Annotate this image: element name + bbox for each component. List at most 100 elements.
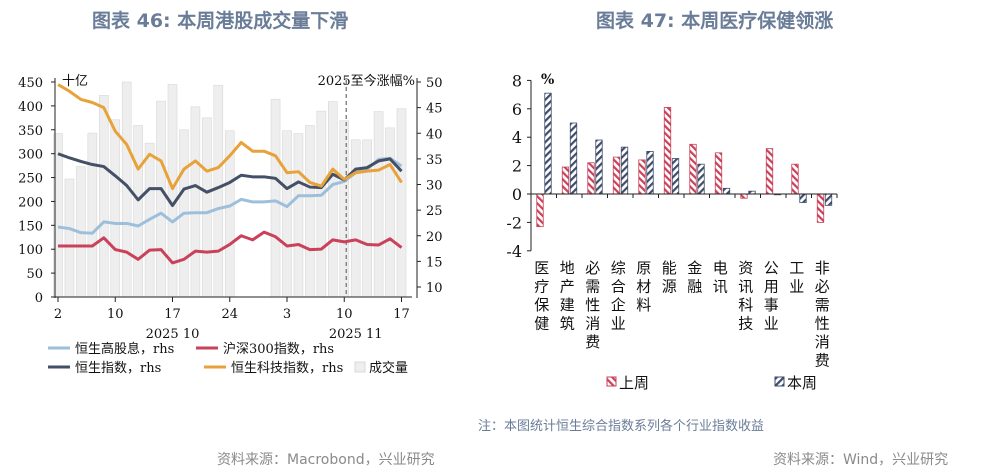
bar-last_week <box>765 148 774 195</box>
volume-bar <box>282 130 292 298</box>
category-label-char: 材 <box>636 278 651 296</box>
bar-last_week <box>740 193 748 199</box>
left-tick-label: 0 <box>35 291 43 306</box>
category-label-char: 筑 <box>560 315 575 333</box>
category-label-char: 地 <box>560 259 575 277</box>
left-chart-title: 图表 46: 本周港股成交量下滑 <box>92 10 349 32</box>
category-label-char: 企 <box>611 296 626 314</box>
category-label-char: 性 <box>815 315 830 333</box>
volume-bar <box>156 100 166 298</box>
volume-bar <box>327 101 338 298</box>
volume-bar <box>316 110 327 298</box>
left-axis-unit: 十亿 <box>62 74 88 89</box>
bar-y-tick-label: 0 <box>512 185 522 204</box>
category-label-char: 科 <box>738 296 753 314</box>
line-hsi_hd <box>57 156 403 235</box>
x-tick-label: 24 <box>221 307 238 322</box>
bar-last_week <box>536 193 544 228</box>
right-tick-label: 15 <box>426 255 443 270</box>
bar-last_week <box>714 152 723 195</box>
legend-label-last_week: 上周 <box>619 374 649 392</box>
legend-label-volume: 成交量 <box>369 360 408 376</box>
bar-last_week <box>689 143 697 195</box>
left-chart-source: 资料来源：Macrobond，兴业研究 <box>217 452 435 468</box>
bar-this_week <box>544 92 552 195</box>
category-label-char: 健 <box>534 315 549 333</box>
left-tick-label: 200 <box>18 195 43 210</box>
category-label-char: 需 <box>585 278 600 296</box>
bar-y-tick-label: 6 <box>512 100 522 119</box>
volume-bar <box>202 117 212 298</box>
left-tick-label: 450 <box>18 76 43 91</box>
legend-label-hsi: 恒生指数，rhs <box>75 361 161 376</box>
x-tick-label: 3 <box>283 307 291 322</box>
bar-this_week <box>671 158 680 195</box>
category-label-char: 需 <box>815 296 830 314</box>
category-label-char: 公 <box>764 259 779 277</box>
left-tick-label: 150 <box>18 219 43 234</box>
bar-last_week <box>587 162 595 195</box>
bar-this_week <box>620 146 629 195</box>
category-label-char: 能 <box>662 259 677 277</box>
bar-y-tick-label: 4 <box>512 128 522 147</box>
bar-unit-label: % <box>541 72 554 88</box>
category-label-char: 消 <box>815 333 830 351</box>
line-hstech <box>57 83 403 191</box>
volume-bar <box>87 132 98 298</box>
bar-last_week <box>612 156 621 195</box>
right-tick-label: 40 <box>426 127 443 142</box>
category-label-char: 建 <box>560 296 575 314</box>
volume-bar <box>362 139 372 298</box>
x-tick-label: 17 <box>164 307 181 322</box>
category-label-char: 源 <box>662 278 677 296</box>
volume-bar <box>64 178 75 298</box>
volume-bar <box>133 125 143 298</box>
bar-last_week <box>816 193 825 223</box>
category-label-char: 合 <box>611 278 626 296</box>
category-label-char: 综 <box>611 259 626 277</box>
right-tick-label: 20 <box>426 230 443 245</box>
legend-label-hstech: 恒生科技指数，rhs <box>231 361 343 376</box>
legend-label-this_week: 本周 <box>787 374 817 392</box>
volume-bar <box>339 120 350 298</box>
category-label-char: 工 <box>789 259 804 277</box>
category-label-char: 料 <box>636 296 651 314</box>
line-csi300 <box>58 230 403 265</box>
category-label-char: 资 <box>738 259 753 277</box>
x-tick-label: 10 <box>107 307 124 322</box>
category-label-char: 性 <box>585 296 600 314</box>
right-tick-label: 10 <box>426 281 443 296</box>
right-tick-label: 50 <box>426 76 443 91</box>
left-tick-label: 250 <box>18 172 43 187</box>
legend-label-hsi_hd: 恒生高股息，rhs <box>75 341 174 357</box>
right-axis-unit: 2025至今涨幅% <box>318 73 415 89</box>
category-label-char: 技 <box>738 315 753 333</box>
category-label-char: 费 <box>815 352 830 370</box>
left-tick-label: 350 <box>18 124 43 139</box>
category-label-char: 融 <box>687 278 702 296</box>
category-label-char: 事 <box>764 296 779 314</box>
category-label-char: 业 <box>789 278 804 296</box>
bar-y-tick-label: -2 <box>506 213 522 232</box>
category-label-char: 保 <box>534 296 549 314</box>
legend-swatch-this_week <box>774 376 785 387</box>
bar-this_week <box>595 139 603 195</box>
category-label-char: 产 <box>560 278 575 296</box>
category-label-char: 业 <box>611 315 626 333</box>
category-label-char: 业 <box>764 315 779 333</box>
legend-swatch-volume <box>354 361 366 373</box>
right-chart-source: 资料来源：Wind，兴业研究 <box>773 452 949 468</box>
volume-bar <box>293 133 304 298</box>
category-label-char: 讯 <box>738 278 753 296</box>
volume-bar <box>350 139 361 298</box>
category-label-char: 必 <box>815 278 830 296</box>
category-label-char: 消 <box>585 315 600 333</box>
left-tick-label: 300 <box>18 148 43 163</box>
volume-bar <box>213 85 224 298</box>
right-chart-note: 注：本图统计恒生综合指数系列各个行业指数收益 <box>478 419 765 434</box>
category-label-char: 金 <box>687 259 702 277</box>
right-tick-label: 30 <box>426 179 443 194</box>
category-label-char: 医 <box>534 259 549 277</box>
bar-this_week <box>824 193 833 206</box>
